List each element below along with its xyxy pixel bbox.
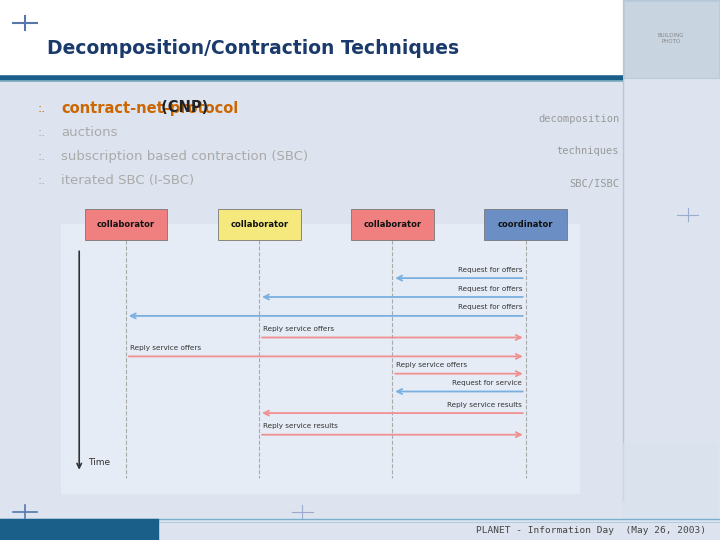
Bar	[85, 209, 167, 240]
Text: Request for offers: Request for offers	[457, 305, 522, 310]
Text: :.: :.	[37, 174, 45, 187]
Bar	[0, 519, 158, 540]
Bar	[217, 209, 301, 240]
Text: iterated SBC (I-SBC): iterated SBC (I-SBC)	[61, 174, 194, 187]
Bar	[61, 224, 580, 494]
Bar	[0, 0, 720, 78]
Bar	[484, 209, 567, 240]
Bar	[625, 2, 718, 77]
Text: Request for offers: Request for offers	[457, 286, 522, 292]
Bar	[623, 0, 720, 78]
Text: SBC/ISBC: SBC/ISBC	[570, 179, 619, 188]
Text: techniques: techniques	[557, 146, 619, 156]
Text: Decomposition/Contraction Techniques: Decomposition/Contraction Techniques	[47, 39, 459, 58]
Text: Request for service: Request for service	[452, 380, 522, 386]
Text: collaborator: collaborator	[97, 220, 155, 229]
Text: BUILDING
PHOTO: BUILDING PHOTO	[658, 33, 684, 44]
Bar	[623, 443, 716, 518]
Text: collaborator: collaborator	[364, 220, 421, 229]
Text: Reply service results: Reply service results	[263, 423, 338, 429]
Text: auctions: auctions	[61, 126, 117, 139]
Text: :.: :.	[37, 126, 45, 139]
Text: decomposition: decomposition	[538, 114, 619, 124]
Text: Reply service results: Reply service results	[447, 402, 522, 408]
Text: :.: :.	[37, 102, 45, 114]
Text: Reply service offers: Reply service offers	[130, 345, 201, 351]
Text: subscription based contraction (SBC): subscription based contraction (SBC)	[61, 150, 308, 163]
Text: Request for offers: Request for offers	[457, 267, 522, 273]
Text: Time: Time	[88, 458, 110, 467]
Bar	[351, 209, 434, 240]
Text: contract-net-protocol: contract-net-protocol	[61, 100, 238, 116]
Text: PLANET - Information Day  (May 26, 2003): PLANET - Information Day (May 26, 2003)	[476, 526, 706, 535]
Text: collaborator: collaborator	[230, 220, 288, 229]
Text: Reply service offers: Reply service offers	[396, 362, 467, 368]
Text: :.: :.	[37, 150, 45, 163]
Text: (CNP): (CNP)	[156, 100, 209, 116]
Text: Reply service offers: Reply service offers	[263, 326, 334, 332]
Text: coordinator: coordinator	[498, 220, 554, 229]
